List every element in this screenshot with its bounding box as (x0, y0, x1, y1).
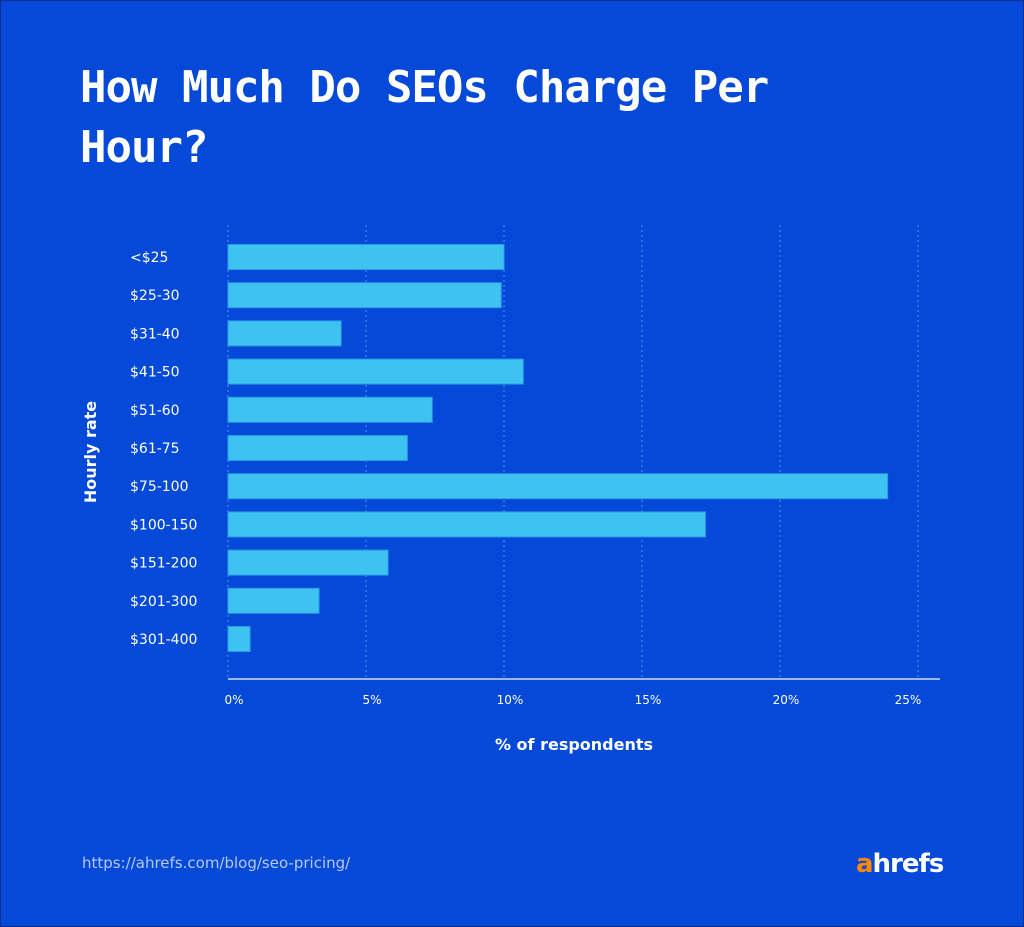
bar (227, 244, 505, 270)
y-axis-title: Hourly rate (81, 401, 100, 503)
y-tick-label: $100-150 (130, 517, 197, 533)
y-tick-label: $151-200 (130, 556, 197, 572)
bar (227, 549, 389, 576)
y-tick-label: <$25 (130, 250, 168, 266)
bar (227, 282, 502, 309)
ahrefs-logo: ahrefs (856, 849, 944, 879)
y-tick-label: $201-300 (130, 594, 197, 610)
y-tick-label: $75-100 (130, 479, 189, 495)
x-tick-label: 25% (895, 693, 922, 707)
bar (227, 320, 342, 347)
y-tick-label: $41-50 (130, 365, 180, 381)
y-tick-label: $51-60 (130, 403, 180, 419)
y-tick-label: $31-40 (130, 326, 180, 342)
source-url[interactable]: https://ahrefs.com/blog/seo-pricing/ (82, 854, 351, 872)
x-tick-label: 5% (362, 693, 381, 707)
x-tick-label: 20% (773, 693, 800, 707)
x-axis-title: % of respondents (495, 735, 653, 754)
bar (227, 358, 524, 385)
y-tick-label: $301-400 (130, 632, 197, 648)
x-tick-label: 15% (635, 693, 662, 707)
bar (227, 587, 320, 614)
chart-title: How Much Do SEOs Charge Per Hour? (80, 62, 769, 173)
bar (227, 626, 251, 652)
x-tick-label: 10% (497, 693, 524, 707)
x-tick-label: 0% (224, 693, 243, 707)
bar (227, 396, 433, 423)
bar (227, 511, 706, 538)
y-tick-label: $25-30 (130, 288, 180, 304)
y-tick-label: $61-75 (130, 441, 180, 457)
bar (227, 435, 408, 461)
bar (227, 473, 889, 500)
